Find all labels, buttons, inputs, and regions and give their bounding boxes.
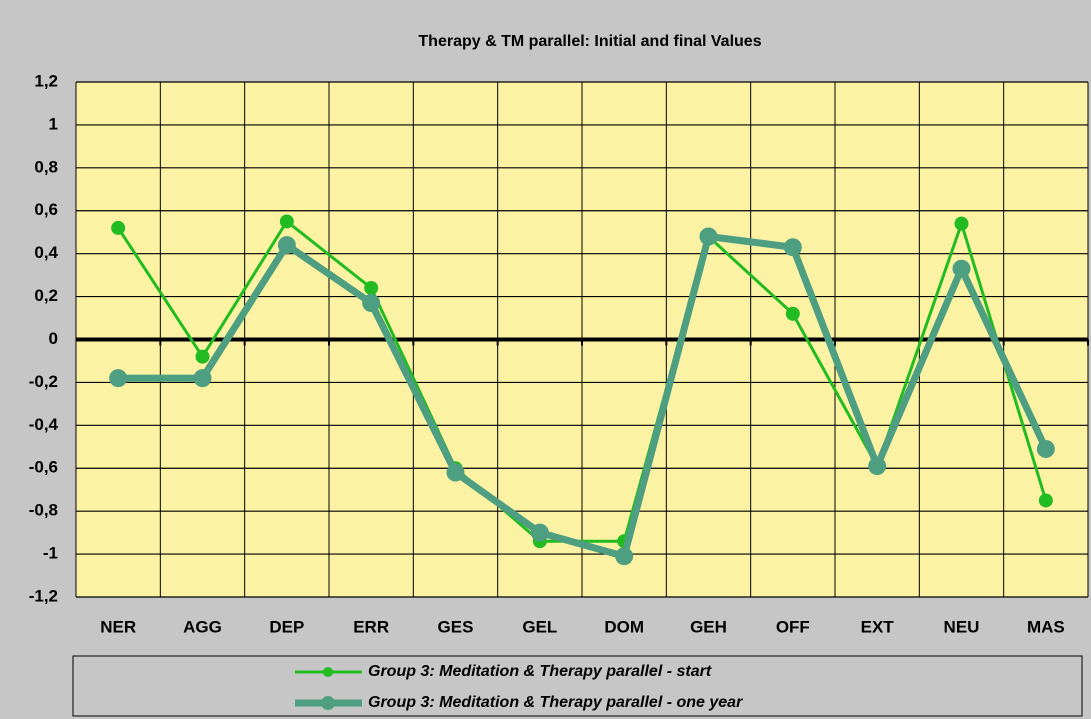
x-tick-label: NER (100, 617, 136, 636)
data-point (952, 259, 971, 278)
x-tick-label: AGG (183, 617, 222, 636)
y-tick-label: -1,2 (29, 586, 58, 605)
legend-marker (323, 667, 333, 677)
data-point (109, 369, 128, 388)
data-point (362, 294, 381, 313)
data-point (195, 349, 210, 364)
data-point (699, 227, 718, 246)
legend-box (72, 655, 1083, 717)
y-tick-label: -1 (43, 544, 58, 563)
y-tick-label: -0,4 (29, 415, 59, 434)
data-point (783, 238, 802, 257)
data-point (364, 281, 379, 295)
y-tick-label: 0,6 (34, 200, 58, 219)
x-tick-label: DEP (269, 617, 304, 636)
y-tick-label: 0 (49, 329, 58, 348)
data-point (1038, 493, 1053, 508)
x-tick-label: GEL (522, 617, 557, 636)
x-tick-label: NEU (944, 617, 980, 636)
y-tick-label: 1 (49, 114, 58, 133)
y-tick-label: 0,2 (34, 286, 58, 305)
series-line (118, 233, 1050, 560)
y-tick-label: -0,2 (29, 372, 58, 391)
data-point (954, 216, 969, 231)
data-point (868, 457, 887, 476)
y-tick-label: -0,8 (29, 501, 58, 520)
data-point (277, 236, 296, 255)
x-tick-label: DOM (604, 617, 644, 636)
x-tick-label: MAS (1027, 617, 1065, 636)
data-point (446, 463, 465, 482)
x-tick-label: OFF (776, 617, 810, 636)
data-point (193, 369, 212, 388)
data-point (615, 547, 634, 566)
x-tick-label: GES (438, 617, 474, 636)
x-tick-label: EXT (861, 617, 895, 636)
data-point (279, 214, 294, 229)
legend-marker (321, 696, 335, 710)
y-tick-label: -0,6 (29, 458, 58, 477)
data-point (111, 220, 126, 235)
data-point (785, 306, 800, 321)
legend-label: Group 3: Meditation & Therapy parallel -… (368, 663, 712, 680)
x-tick-label: ERR (353, 617, 389, 636)
y-tick-label: 1,2 (34, 71, 58, 90)
y-tick-label: 0,8 (34, 157, 58, 176)
legend-label: Group 3: Meditation & Therapy parallel -… (368, 694, 743, 711)
data-point (1036, 439, 1055, 458)
data-point (530, 523, 549, 542)
x-tick-label: GEH (690, 617, 727, 636)
y-tick-label: 0,4 (34, 243, 58, 262)
chart-title: Therapy & TM parallel: Initial and final… (418, 33, 761, 50)
